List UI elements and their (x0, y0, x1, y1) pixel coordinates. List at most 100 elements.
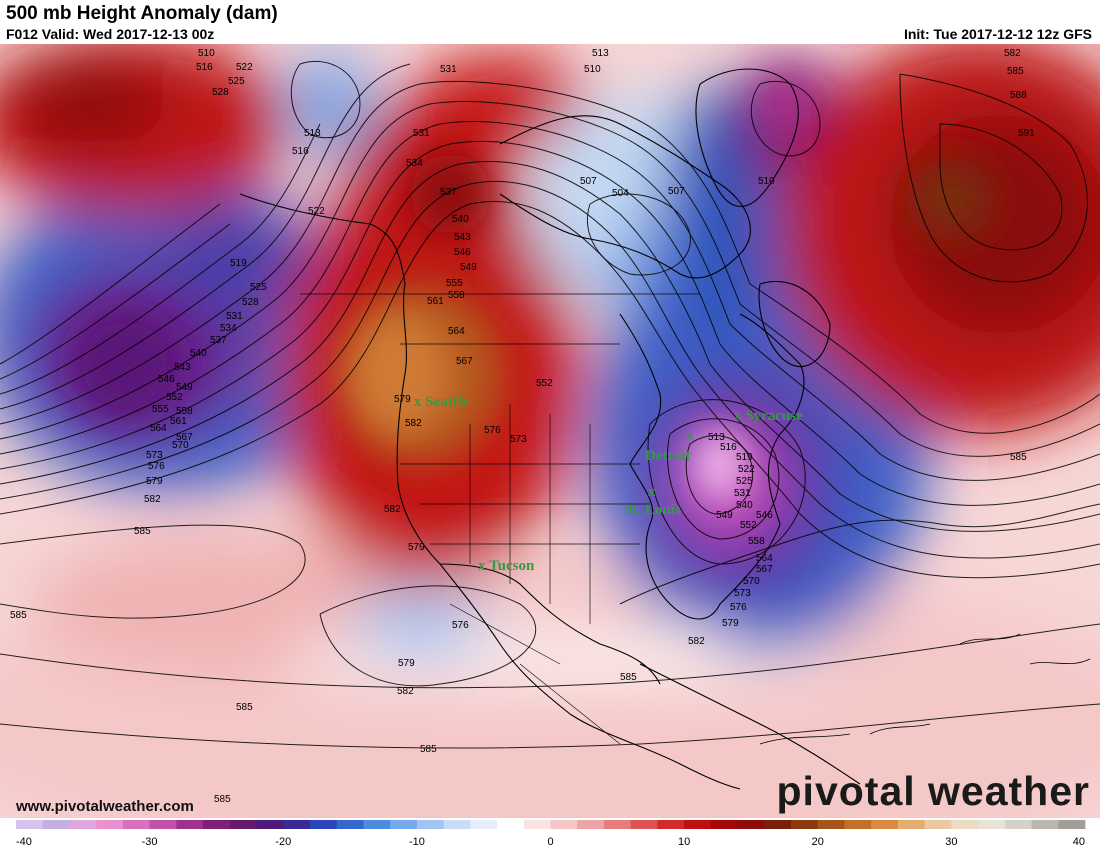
colorbar-swatch (577, 820, 605, 829)
contour-label: 558 (176, 406, 193, 417)
city-marker: x (686, 428, 694, 444)
map-panel: 510 516 522 525 528 513 516 522 519 525 … (0, 44, 1100, 818)
contour-label: 531 (226, 311, 243, 322)
colorbar-swatch (122, 820, 151, 829)
city-labels: x Seattle x Syracuse x Detroit x St. Lou… (414, 394, 803, 574)
contour-label: 585 (1010, 452, 1027, 463)
contour-label: 561 (427, 296, 444, 307)
colorbar-tick-label: 0 (547, 836, 553, 848)
colorbar-swatches (16, 820, 1086, 829)
colorbar-swatch (737, 820, 765, 829)
contour-label: 558 (748, 536, 765, 547)
contour-label: 585 (620, 672, 637, 683)
colorbar-swatch (657, 820, 685, 829)
init-time: Init: Tue 2017-12-12 12z GFS (903, 26, 1092, 42)
city-label-tucson: x Tucson (478, 558, 535, 574)
contour-label: 534 (406, 158, 423, 169)
colorbar-swatch (550, 820, 578, 829)
contour-label: 585 (134, 526, 151, 537)
contour-label: 585 (10, 610, 27, 621)
colorbar-tick-label: 10 (678, 836, 690, 848)
colorbar-swatch (1004, 820, 1032, 829)
colorbar-swatch (176, 820, 204, 829)
contour-label: 522 (236, 62, 253, 73)
city-label-seattle: x Seattle (414, 394, 469, 410)
contour-label: 564 (448, 326, 465, 337)
contour-label: 567 (756, 564, 773, 575)
contour-label: 510 (758, 176, 775, 187)
colorbar: -40 -30 -20 -10 0 10 20 30 40 (0, 818, 1100, 850)
colorbar-swatch (817, 820, 845, 829)
contour-label: 540 (736, 500, 753, 511)
colorbar-swatch (978, 820, 1006, 829)
contour-label: 576 (730, 602, 747, 613)
contour-label: 549 (716, 510, 733, 521)
contour-label: 552 (740, 520, 757, 531)
anomaly-shading (0, 44, 1100, 818)
contour-label: 576 (148, 461, 165, 472)
contour-label: 540 (190, 348, 207, 359)
contour-label: 570 (743, 576, 760, 587)
contour-label: 504 (612, 188, 629, 199)
colorbar-swatch (871, 820, 899, 829)
contour-label: 558 (448, 290, 465, 301)
contour-label: 528 (242, 297, 259, 308)
valid-time: F012 Valid: Wed 2017-12-13 00z (6, 26, 215, 42)
contour-label: 582 (397, 686, 414, 697)
site-url: www.pivotalweather.com (16, 798, 194, 815)
city-label-detroit: Detroit (645, 448, 691, 464)
contour-label: 516 (720, 442, 737, 453)
contour-label: 546 (158, 374, 175, 385)
contour-label: 555 (152, 404, 169, 415)
height-contours (0, 60, 1100, 749)
contour-label: 507 (668, 186, 685, 197)
colorbar-tick-label: -20 (275, 836, 291, 848)
contour-label: 579 (398, 658, 415, 669)
anomaly-core-shading (70, 74, 995, 500)
contour-label: 507 (580, 176, 597, 187)
colorbar-swatch (924, 820, 952, 829)
contour-label: 528 (212, 87, 229, 98)
contour-label: 516 (196, 62, 213, 73)
contour-label: 525 (228, 76, 245, 87)
colorbar-swatch (791, 820, 819, 829)
colorbar-swatch (229, 820, 257, 829)
contour-label: 549 (176, 382, 193, 393)
colorbar-swatch (203, 820, 231, 829)
colorbar-swatch (497, 820, 525, 829)
colorbar-swatch (1031, 820, 1059, 829)
contour-label: 516 (292, 146, 309, 157)
contour-label: 561 (170, 416, 187, 427)
contour-label: 531 (413, 128, 430, 139)
contour-label: 513 (304, 128, 321, 139)
contour-label: 579 (394, 394, 411, 405)
contour-label: 582 (1004, 48, 1021, 59)
colorbar-tick-label: -30 (142, 836, 158, 848)
contour-label: 513 (708, 432, 725, 443)
colorbar-swatch (309, 820, 338, 829)
contour-label: 522 (308, 206, 325, 217)
colorbar-swatch (390, 820, 418, 829)
contour-label: 588 (1010, 90, 1027, 101)
colorbar-svg: -40 -30 -20 -10 0 10 20 30 40 (16, 820, 1086, 848)
contour-label: 579 (722, 618, 739, 629)
city-label-st-louis: St. Louis (624, 502, 681, 518)
coastlines (239, 68, 861, 790)
contour-label: 564 (150, 423, 167, 434)
contour-label: 576 (484, 425, 501, 436)
contour-label: 540 (452, 214, 469, 225)
colorbar-swatch (844, 820, 872, 829)
contour-label: 573 (734, 588, 751, 599)
colorbar-swatch (69, 820, 97, 829)
colorbar-swatch (416, 820, 445, 829)
contour-label: 579 (146, 476, 163, 487)
contour-label: 531 (440, 64, 457, 75)
contour-label: 567 (456, 356, 473, 367)
colorbar-swatch (16, 820, 44, 829)
contour-label: 582 (688, 636, 705, 647)
contour-label: 546 (454, 247, 471, 258)
contour-label: 510 (198, 48, 215, 59)
colorbar-swatch (336, 820, 364, 829)
contour-label: 549 (460, 262, 477, 273)
